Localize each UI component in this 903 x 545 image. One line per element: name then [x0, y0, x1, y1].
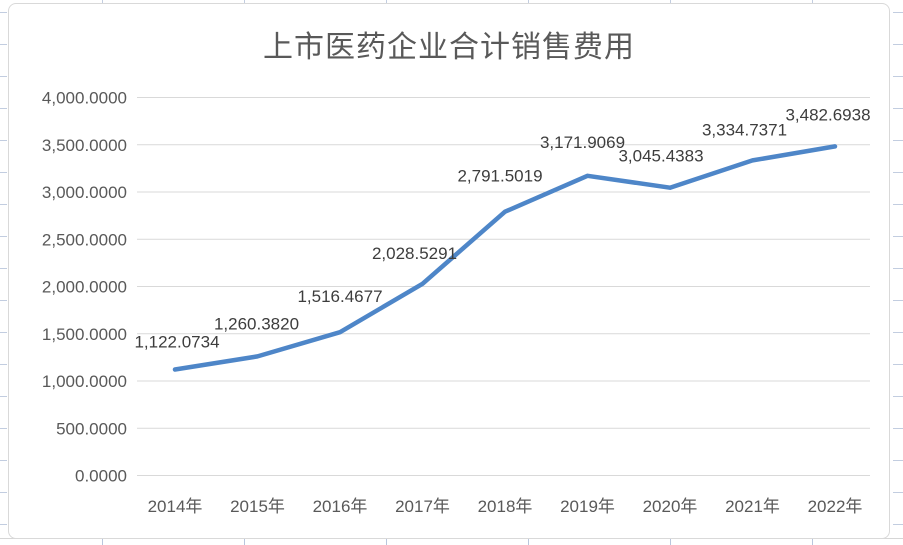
y-axis-label: 2,500.0000	[42, 230, 127, 249]
x-axis-label: 2020年	[643, 497, 698, 516]
y-axis-label: 500.0000	[56, 419, 127, 438]
x-axis-label: 2021年	[725, 497, 780, 516]
y-axis-label: 2,000.0000	[42, 278, 127, 297]
chart-object[interactable]: 上市医药企业合计销售费用 0.0000 500.0000 1,000.0000 1,5…	[8, 3, 890, 539]
x-axis-label: 2018年	[478, 497, 533, 516]
worksheet-column-gridline-ticks-bottom	[0, 539, 903, 545]
data-label: 1,516.4677	[297, 287, 382, 306]
data-label: 3,171.9069	[540, 133, 625, 152]
x-axis-label: 2015年	[230, 497, 285, 516]
data-label: 3,482.6938	[785, 105, 870, 124]
data-label: 3,045.4383	[618, 147, 703, 166]
worksheet-row-gridline-ticks-left	[0, 0, 7, 545]
y-axis-label: 4,000.0000	[42, 89, 127, 108]
y-axis-label: 0.0000	[75, 467, 127, 486]
x-axis-label: 2022年	[808, 497, 863, 516]
x-axis-label: 2017年	[395, 497, 450, 516]
chart-title: 上市医药企业合计销售费用	[263, 31, 635, 64]
line-chart-plot: 0.0000 500.0000 1,000.0000 1,500.0000 2,000.…	[42, 89, 871, 517]
data-label: 3,334.7371	[702, 120, 787, 139]
x-axis-label: 2016年	[313, 497, 368, 516]
y-axis-label: 1,000.0000	[42, 372, 127, 391]
series-line[interactable]	[172, 144, 838, 372]
data-label: 2,791.5019	[457, 167, 542, 186]
data-label: 1,260.3820	[214, 314, 299, 333]
worksheet-row-gridline-ticks-right	[893, 0, 903, 545]
y-axis-label: 3,500.0000	[42, 136, 127, 155]
x-axis-label: 2019年	[560, 497, 615, 516]
y-axis-label: 1,500.0000	[42, 325, 127, 344]
data-label: 2,028.5291	[372, 244, 457, 263]
x-axis-label: 2014年	[148, 497, 203, 516]
y-axis-label: 3,000.0000	[42, 183, 127, 202]
data-label: 1,122.0734	[134, 332, 219, 351]
